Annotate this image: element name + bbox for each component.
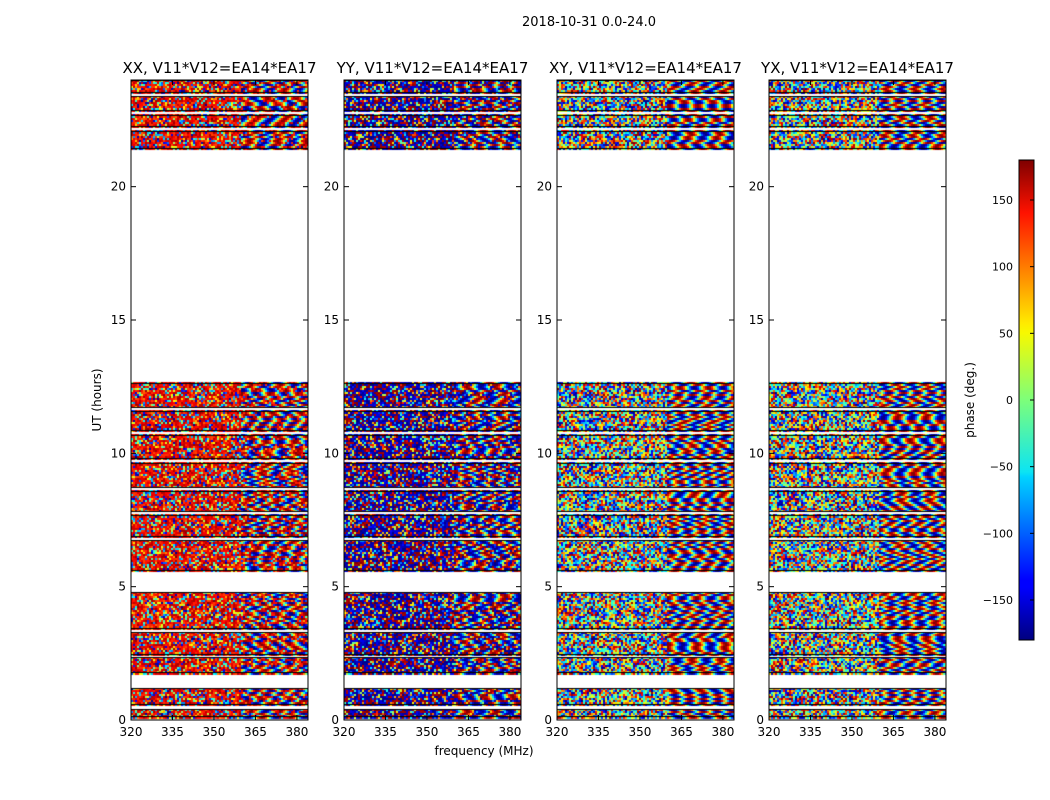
x-tick-label: 350 xyxy=(629,725,652,739)
y-tick-label: 10 xyxy=(537,446,552,460)
panel-yx: YX, V11*V12=EA14*EA17 0 5 10 15 20 320 335 350 36… xyxy=(749,59,954,739)
x-tick-label: 320 xyxy=(546,725,569,739)
x-tick-label: 335 xyxy=(587,725,610,739)
x-tick-label: 320 xyxy=(120,725,143,739)
figure-suptitle: 2018-10-31 0.0-24.0 xyxy=(522,15,656,30)
colorbar-tick-label: 50 xyxy=(999,327,1013,340)
panel-heatmap-xx xyxy=(131,80,308,720)
heatmap-canvas xyxy=(769,80,946,720)
colorbar-tick-label: −150 xyxy=(983,594,1013,607)
x-tick-label: 380 xyxy=(923,725,946,739)
x-tick-label: 320 xyxy=(333,725,356,739)
y-tick-label: 15 xyxy=(749,313,764,327)
y-tick-label: 20 xyxy=(537,180,552,194)
y-tick-label: 0 xyxy=(331,713,339,727)
panel-heatmap-yx xyxy=(769,80,946,720)
panel-heatmap-yy xyxy=(344,80,521,720)
y-tick-label: 20 xyxy=(111,180,126,194)
x-tick-label: 350 xyxy=(416,725,439,739)
panel-yy: YY, V11*V12=EA14*EA17 0 5 10 15 20 320 335 350 36… xyxy=(324,59,529,739)
colorbar-tick-label: −100 xyxy=(983,527,1013,540)
y-tick-label: 0 xyxy=(756,713,764,727)
x-tick-label: 320 xyxy=(758,725,781,739)
panel-frame xyxy=(130,79,309,721)
x-tick-label: 365 xyxy=(244,725,267,739)
y-tick-label: 5 xyxy=(118,580,126,594)
y-tick-label: 0 xyxy=(118,713,126,727)
y-tick-label: 10 xyxy=(324,446,339,460)
panel-frame xyxy=(556,79,735,721)
panel-heatmap-xy xyxy=(557,80,734,720)
x-tick-label: 335 xyxy=(374,725,397,739)
colorbar: 150 100 50 0 −50 −100 −150 phase (deg.) xyxy=(963,159,1035,641)
x-tick-label: 380 xyxy=(711,725,734,739)
colorbar-tick-label: 0 xyxy=(1006,394,1013,407)
x-tick-label: 350 xyxy=(841,725,864,739)
x-tick-label: 365 xyxy=(457,725,480,739)
y-tick-label: 5 xyxy=(331,580,339,594)
y-tick-label: 15 xyxy=(111,313,126,327)
x-tick-label: 380 xyxy=(285,725,308,739)
colorbar-tick-label: −50 xyxy=(990,461,1013,474)
panel-frame xyxy=(343,79,522,721)
x-axis-label: frequency (MHz) xyxy=(434,744,533,758)
panel-xx: XX, V11*V12=EA14*EA17 0 5 10 15 20 320 335 350 36… xyxy=(111,59,317,739)
y-tick-label: 15 xyxy=(324,313,339,327)
panel-frame xyxy=(768,79,947,721)
panel-title: YX, V11*V12=EA14*EA17 xyxy=(760,59,954,77)
panels-group: XX, V11*V12=EA14*EA17 0 5 10 15 20 320 335 350 36… xyxy=(111,59,954,739)
y-tick-label: 15 xyxy=(537,313,552,327)
panel-title: XX, V11*V12=EA14*EA17 xyxy=(122,59,316,77)
y-tick-label: 10 xyxy=(111,446,126,460)
panel-title: XY, V11*V12=EA14*EA17 xyxy=(549,59,742,77)
x-tick-label: 335 xyxy=(799,725,822,739)
panel-title: YY, V11*V12=EA14*EA17 xyxy=(336,59,529,77)
colorbar-label: phase (deg.) xyxy=(963,362,977,438)
y-tick-label: 10 xyxy=(749,446,764,460)
heatmap-canvas xyxy=(557,80,734,720)
x-tick-label: 335 xyxy=(161,725,184,739)
x-tick-label: 365 xyxy=(882,725,905,739)
colorbar-ticks: 150 100 50 0 −50 −100 −150 xyxy=(983,194,1034,607)
y-tick-label: 0 xyxy=(544,713,552,727)
colorbar-tick-label: 150 xyxy=(992,194,1013,207)
heatmap-canvas xyxy=(344,80,521,720)
y-tick-label: 5 xyxy=(544,580,552,594)
y-tick-label: 20 xyxy=(324,180,339,194)
heatmap-canvas xyxy=(131,80,308,720)
panel-xy: XY, V11*V12=EA14*EA17 0 5 10 15 20 320 335 350 36… xyxy=(537,59,742,739)
x-tick-label: 350 xyxy=(203,725,226,739)
colorbar-tick-label: 100 xyxy=(992,261,1013,274)
y-axis-label: UT (hours) xyxy=(90,368,104,431)
y-tick-label: 5 xyxy=(756,580,764,594)
x-tick-label: 365 xyxy=(670,725,693,739)
x-tick-label: 380 xyxy=(498,725,521,739)
y-tick-label: 20 xyxy=(749,180,764,194)
